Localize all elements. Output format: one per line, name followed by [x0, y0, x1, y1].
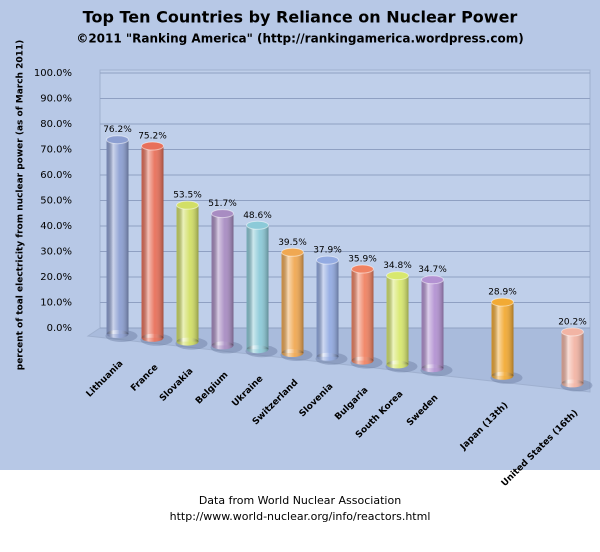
- bar-bottom-shading: [316, 352, 339, 361]
- y-tick-label: 90.0%: [40, 94, 72, 105]
- bar-top: [316, 255, 339, 265]
- bar-bottom-shading: [176, 337, 199, 346]
- y-tick-label: 70.0%: [40, 145, 72, 156]
- bar-top: [386, 271, 409, 281]
- bar-top: [351, 264, 374, 274]
- value-label: 20.2%: [558, 317, 587, 327]
- source-line: Data from World Nuclear Association: [199, 494, 401, 507]
- value-label: 76.2%: [103, 125, 132, 135]
- bar-bottom-shading: [281, 349, 304, 357]
- value-label: 53.5%: [173, 191, 202, 201]
- bar-top: [211, 209, 234, 219]
- source-line: http://www.world-nuclear.org/info/reacto…: [170, 510, 431, 523]
- bar-shading: [561, 331, 584, 384]
- chart-title: Top Ten Countries by Reliance on Nuclear…: [83, 8, 518, 27]
- bar-bottom-shading: [211, 341, 234, 350]
- y-axis-label: percent of toal electricity from nuclear…: [16, 40, 26, 371]
- y-tick-label: 0.0%: [47, 323, 72, 334]
- value-label: 51.7%: [208, 199, 237, 209]
- value-label: 75.2%: [138, 132, 167, 142]
- bar-shading: [351, 269, 374, 361]
- y-tick-label: 30.0%: [40, 247, 72, 258]
- bar-top: [246, 220, 269, 230]
- bar-shading: [386, 275, 409, 365]
- value-label: 37.9%: [313, 246, 342, 256]
- bar-top: [281, 247, 304, 257]
- y-tick-label: 60.0%: [40, 170, 72, 181]
- bar-bottom-shading: [561, 379, 584, 388]
- bar-top: [561, 327, 584, 337]
- chart-subtitle: ©2011 "Ranking America" (http://rankinga…: [76, 32, 523, 46]
- bar-shading: [281, 252, 304, 353]
- bar-shading: [491, 302, 514, 376]
- bar-top: [176, 200, 199, 210]
- bar-top: [421, 275, 444, 285]
- bar-top: [491, 297, 514, 307]
- bar-shading: [106, 139, 129, 334]
- y-tick-label: 40.0%: [40, 221, 72, 232]
- bar-bottom-shading: [351, 356, 374, 365]
- y-tick-label: 20.0%: [40, 272, 72, 283]
- bar-bottom-shading: [246, 345, 269, 354]
- bar-shading: [141, 146, 164, 338]
- bar-top: [141, 141, 164, 151]
- value-label: 28.9%: [488, 288, 517, 298]
- bar-bottom-shading: [491, 371, 514, 380]
- bar-shading: [421, 279, 444, 369]
- y-tick-label: 50.0%: [40, 196, 72, 207]
- bar-bottom-shading: [141, 333, 164, 342]
- bar-top: [106, 135, 129, 145]
- bar-shading: [211, 213, 234, 346]
- value-label: 35.9%: [348, 255, 377, 265]
- bar-shading: [176, 205, 199, 342]
- bar-shading: [316, 260, 339, 357]
- y-tick-label: 80.0%: [40, 119, 72, 130]
- value-label: 34.7%: [418, 265, 447, 275]
- value-label: 39.5%: [278, 238, 307, 248]
- bar-bottom-shading: [386, 360, 409, 369]
- bar-shading: [246, 225, 269, 350]
- bar-bottom-shading: [106, 330, 129, 338]
- value-label: 48.6%: [243, 211, 272, 221]
- y-tick-label: 10.0%: [40, 298, 72, 309]
- y-tick-label: 100.0%: [34, 68, 72, 79]
- value-label: 34.8%: [383, 261, 412, 271]
- bar-bottom-shading: [421, 364, 444, 373]
